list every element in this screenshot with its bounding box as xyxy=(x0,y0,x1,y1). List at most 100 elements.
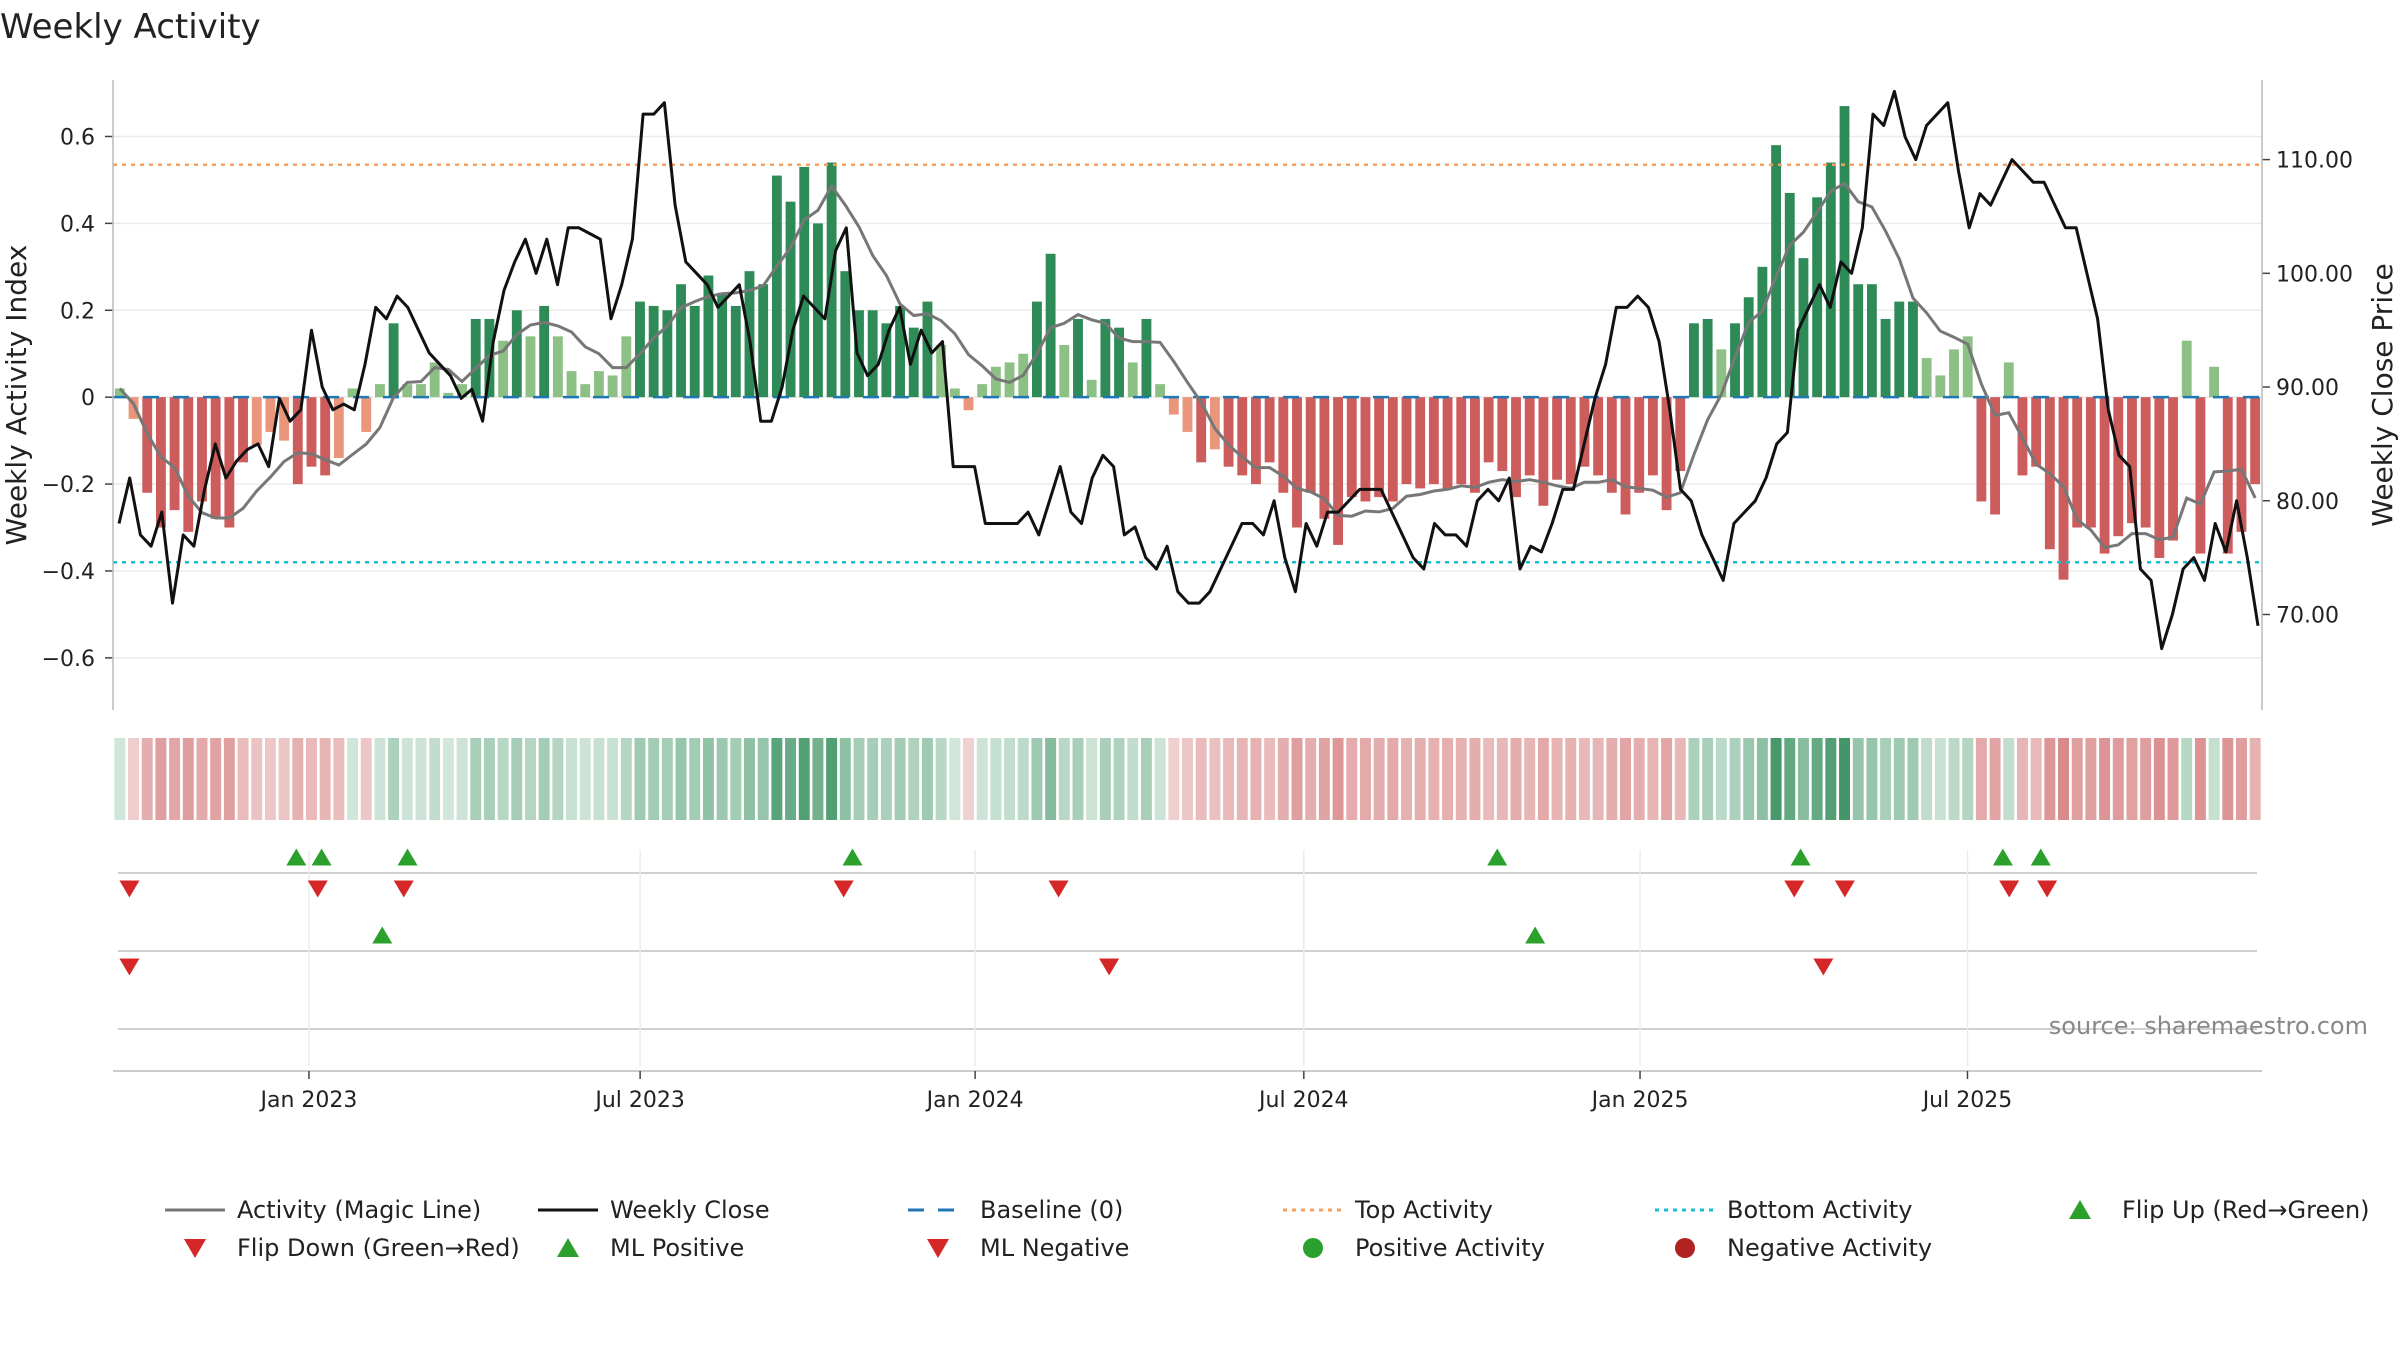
heat-cell xyxy=(1086,738,1098,820)
legend-entry: Activity (Magic Line) xyxy=(165,1196,481,1224)
activity-bar xyxy=(183,397,194,532)
legend: Activity (Magic Line) Weekly Close Baselin… xyxy=(165,1196,2370,1262)
legend-swatch-triangle-up xyxy=(2069,1200,2091,1219)
heat-cell xyxy=(141,738,153,820)
heat-cell xyxy=(579,738,591,820)
heat-cell xyxy=(2044,738,2056,820)
activity-bar xyxy=(1716,349,1727,398)
activity-bar xyxy=(1086,379,1097,398)
heat-cell xyxy=(648,738,660,820)
flip-down-marker xyxy=(1784,880,1805,898)
activity-bar xyxy=(949,388,960,398)
activity-bar xyxy=(1935,375,1946,398)
heat-cell xyxy=(1784,738,1796,820)
activity-bar xyxy=(799,166,810,398)
heat-cell xyxy=(1127,738,1139,820)
activity-bar xyxy=(771,175,782,398)
activity-bar xyxy=(320,397,331,476)
heat-cell xyxy=(388,738,400,820)
heat-cell xyxy=(2181,738,2193,820)
legend-entry: Baseline (0) xyxy=(908,1196,1123,1224)
heat-cell xyxy=(1620,738,1631,820)
flip-down-marker xyxy=(393,880,414,898)
heat-cell xyxy=(538,738,550,820)
legend-label: Activity (Magic Line) xyxy=(237,1196,481,1224)
heat-cell xyxy=(1797,738,1809,820)
activity-bar xyxy=(2168,397,2178,541)
heat-cell xyxy=(2112,738,2124,820)
heat-cell xyxy=(1537,738,1549,820)
series-lines xyxy=(117,89,2260,651)
activity-bar xyxy=(785,201,796,398)
heat-cell xyxy=(1236,738,1248,820)
x-tick-label: Jan 2024 xyxy=(925,1088,1024,1113)
heat-cell xyxy=(1182,738,1193,820)
heat-cell xyxy=(853,738,865,820)
heat-cell xyxy=(908,738,920,820)
activity-bar xyxy=(1976,397,1987,502)
y-tick-label: 0.2 xyxy=(60,299,95,324)
heat-cell xyxy=(1387,738,1399,820)
activity-bar xyxy=(1483,397,1494,463)
x-tick-label: Jan 2025 xyxy=(1590,1088,1689,1113)
activity-bar xyxy=(1442,397,1453,489)
activity-bar xyxy=(990,366,1001,398)
activity-bar xyxy=(1812,197,1823,398)
activity-bar xyxy=(457,384,467,398)
heat-cell xyxy=(169,738,181,820)
activity-bar xyxy=(1278,397,1289,493)
activity-bar xyxy=(210,397,221,519)
activity-bar xyxy=(963,397,974,411)
activity-bar xyxy=(1333,397,1343,545)
flip-up-marker xyxy=(1487,848,1508,866)
heat-cell xyxy=(2235,738,2247,820)
heat-cell xyxy=(2058,738,2070,820)
activity-bar xyxy=(265,397,276,432)
activity-bar xyxy=(2209,366,2220,398)
legend-label: ML Positive xyxy=(610,1234,744,1262)
activity-bar xyxy=(114,388,125,398)
y-tick-label: 0 xyxy=(81,386,95,411)
heat-cell xyxy=(634,738,646,820)
x-tick-label: Jul 2024 xyxy=(1257,1088,1349,1113)
flip-up-marker xyxy=(397,848,418,866)
activity-bar xyxy=(2127,397,2137,524)
activity-bar xyxy=(1757,266,1768,398)
activity-bar xyxy=(416,384,426,398)
heat-cell xyxy=(2085,738,2097,820)
activity-bar xyxy=(1661,397,1672,511)
activity-bar xyxy=(429,362,440,398)
flip-down-marker xyxy=(1999,880,2020,898)
heat-cell xyxy=(1975,738,1987,820)
heat-cell xyxy=(839,738,851,820)
heat-cell xyxy=(1989,738,2001,820)
legend-swatch-triangle-down xyxy=(927,1239,949,1258)
heat-cell xyxy=(319,738,331,820)
activity-bar xyxy=(717,292,728,398)
y2-tick-label: 80.00 xyxy=(2276,490,2339,515)
heat-cell xyxy=(2030,738,2042,820)
activity-bar xyxy=(1866,284,1877,398)
activity-bar xyxy=(1059,345,1070,398)
heat-cell xyxy=(826,738,838,820)
legend-label: Weekly Close xyxy=(610,1196,770,1224)
activity-bar xyxy=(2113,397,2124,537)
y-tick-label: −0.4 xyxy=(42,560,95,585)
activity-bar xyxy=(402,384,413,398)
heat-cell xyxy=(1442,738,1454,820)
heat-cell xyxy=(716,738,728,820)
heat-cell xyxy=(1168,738,1180,820)
heat-cell xyxy=(620,738,632,820)
heat-cell xyxy=(511,738,523,820)
heat-cell xyxy=(689,738,701,820)
y2-axis-label: Weekly Close Price xyxy=(2366,263,2399,526)
activity-bar xyxy=(306,397,317,467)
activity-bar xyxy=(1209,397,1220,450)
heat-cell xyxy=(2249,738,2261,820)
heat-cell xyxy=(661,738,673,820)
activity-bar xyxy=(566,371,577,398)
legend-label: Baseline (0) xyxy=(980,1196,1123,1224)
legend-label: Top Activity xyxy=(1354,1196,1493,1224)
